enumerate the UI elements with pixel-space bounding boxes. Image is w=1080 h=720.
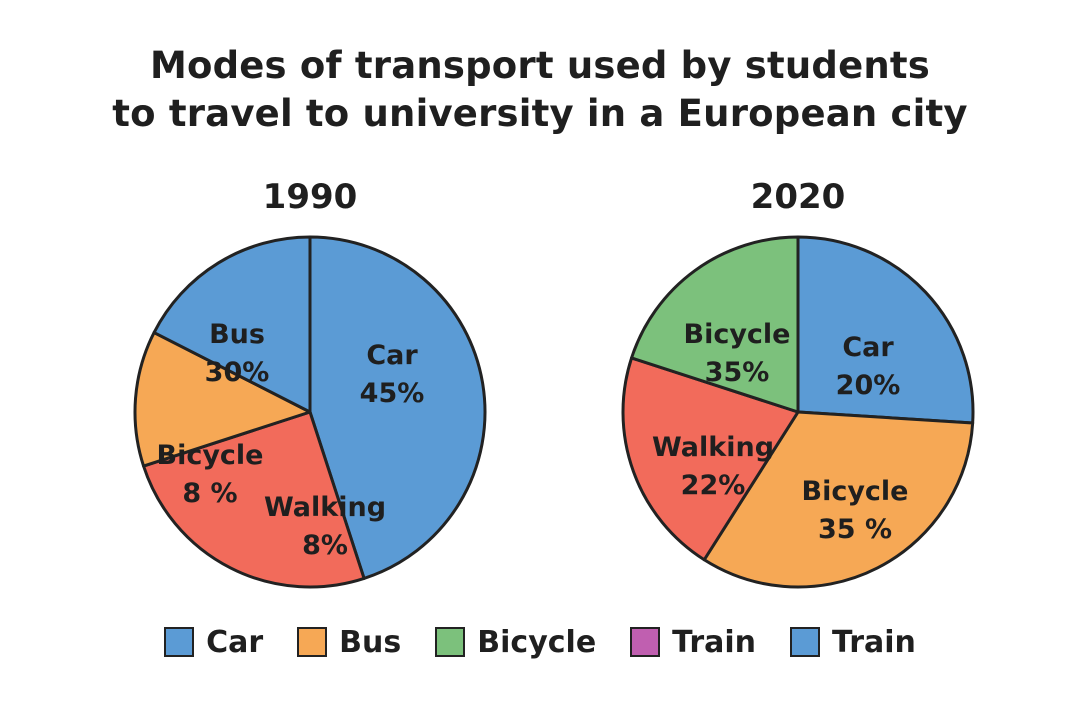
pie-slice-2020-bicycle-3 bbox=[630, 235, 800, 414]
pie-slice-1990-bus-3 bbox=[152, 235, 312, 414]
legend-swatch-train-2 bbox=[790, 627, 821, 657]
chart-title-line-1: Modes of transport used by students bbox=[149, 44, 931, 87]
legend-item-train: Train bbox=[630, 625, 756, 660]
pie-chart-1990: 1990 Car 45% Walking 8%Bicycle 8 % Bus 30% bbox=[133, 177, 487, 589]
legend: Car Bus Bicycle Train Train bbox=[0, 620, 1080, 664]
chart-title: Modes of transport used by students to t… bbox=[0, 42, 1080, 138]
legend-item-train-2: Train bbox=[790, 625, 916, 660]
slice-label-2020-bicycle-3: Bicycle 35% bbox=[683, 319, 790, 388]
slice-label-1990-car-0: Car 45% bbox=[360, 340, 425, 409]
slice-label-2020-walking-2: Walking 22% bbox=[652, 432, 774, 501]
legend-label-car: Car bbox=[206, 624, 264, 660]
legend-swatch-bus bbox=[297, 627, 328, 657]
pie-slice-2020-car-0 bbox=[796, 235, 975, 425]
slice-label-2020-bicycle-1: Bicycle 35 % bbox=[801, 476, 908, 545]
legend-label-bicycle: Bicycle bbox=[477, 624, 597, 660]
legend-swatch-bicycle bbox=[435, 627, 466, 657]
legend-label-bus: Bus bbox=[339, 624, 402, 660]
legend-item-bicycle: Bicycle bbox=[435, 625, 596, 660]
legend-item-bus: Bus bbox=[297, 625, 401, 660]
pie-charts: 1990 Car 45% Walking 8%Bicycle 8 % Bus 30% 2020… bbox=[133, 177, 975, 589]
pie-heading-1990: 1990 bbox=[263, 177, 358, 217]
legend-label-train: Train bbox=[672, 624, 757, 660]
pie-chart-2020: 2020 Car 20% Bicycle 35 % Walking 22% Bicycle 35… bbox=[621, 177, 975, 589]
pie-heading-2020: 2020 bbox=[751, 177, 846, 217]
legend-swatch-car bbox=[164, 627, 195, 657]
chart-title-line-2: to travel to university in a European ci… bbox=[112, 92, 968, 135]
slice-label-1990-bicycle-2: Bicycle 8 % bbox=[156, 440, 263, 509]
slice-label-1990-walking-1: Walking 8% bbox=[264, 492, 386, 561]
slice-label-1990-bus-3: Bus 30% bbox=[205, 319, 270, 388]
legend-swatch-train bbox=[630, 627, 661, 657]
pie-slice-1990-bicycle-2 bbox=[133, 331, 312, 468]
legend-label-train-2: Train bbox=[832, 624, 916, 660]
legend-item-car: Car bbox=[164, 625, 263, 660]
pie-slice-1990-car-0 bbox=[308, 235, 487, 580]
pie-slice-2020-walking-2 bbox=[621, 356, 800, 562]
pie-slice-1990-walking-1 bbox=[142, 410, 366, 589]
slice-label-2020-car-0: Car 20% bbox=[836, 332, 901, 401]
